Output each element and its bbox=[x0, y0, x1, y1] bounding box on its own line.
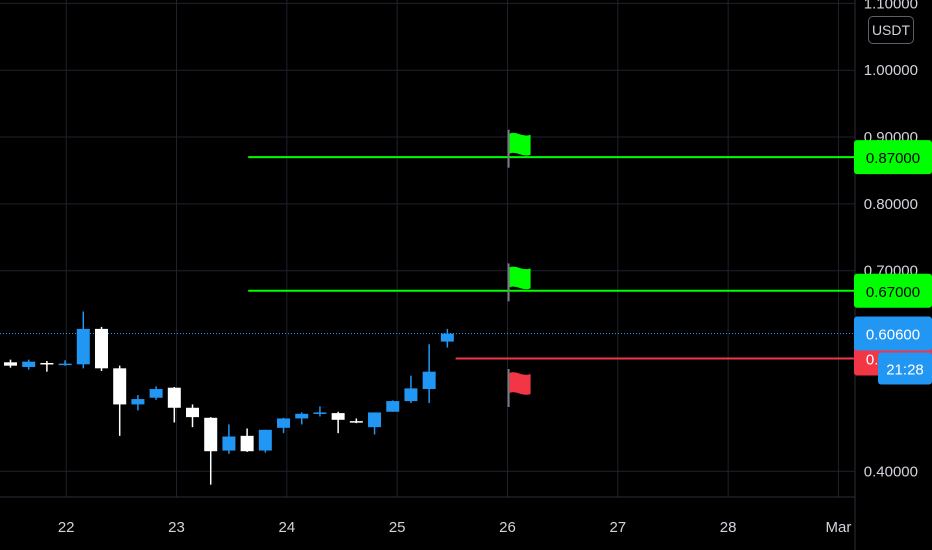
last-price-tag-bg bbox=[854, 316, 932, 351]
candle-body bbox=[349, 421, 363, 423]
candle bbox=[149, 386, 163, 400]
candle bbox=[3, 359, 17, 368]
take-profit-1-price-tag: 0.67000 bbox=[854, 273, 932, 308]
take-profit-1-price-tag-text: 0.67000 bbox=[866, 284, 920, 301]
candle bbox=[386, 400, 400, 412]
candle bbox=[368, 412, 382, 435]
candle-body bbox=[368, 412, 382, 428]
candle-body bbox=[58, 363, 72, 366]
last-price-tag: 0.60600 bbox=[854, 316, 932, 351]
x-tick-label: 26 bbox=[499, 519, 516, 536]
candle-body bbox=[240, 435, 254, 452]
y-tick-label: 1.00000 bbox=[864, 62, 918, 79]
candle bbox=[295, 412, 309, 425]
take-profit-2-price-tag: 0.87000 bbox=[854, 140, 932, 175]
candle-body bbox=[76, 328, 90, 365]
flag-cloth bbox=[509, 372, 531, 395]
candle bbox=[113, 365, 127, 436]
candle bbox=[58, 360, 72, 366]
x-tick-label: 28 bbox=[720, 519, 737, 536]
x-tick-label: 23 bbox=[168, 519, 185, 536]
candle-body bbox=[277, 418, 291, 428]
candle bbox=[404, 375, 418, 404]
countdown-bg bbox=[878, 352, 932, 385]
candle bbox=[277, 417, 291, 434]
candle bbox=[40, 360, 54, 372]
y-tick-label: 1.10000 bbox=[864, 0, 918, 12]
candle bbox=[204, 417, 218, 485]
candle-body bbox=[258, 429, 272, 451]
candle bbox=[186, 404, 200, 428]
candle bbox=[240, 428, 254, 452]
candle bbox=[22, 359, 36, 370]
candle-body bbox=[167, 387, 181, 408]
flag-cloth bbox=[509, 266, 531, 290]
flag-green-upper-icon bbox=[507, 129, 531, 168]
candle bbox=[331, 411, 345, 434]
take-profit-2-price-tag-text: 0.87000 bbox=[866, 150, 920, 167]
countdown-text: 21:28 bbox=[886, 362, 924, 379]
candle-body bbox=[331, 413, 345, 420]
x-tick-label: 24 bbox=[278, 519, 295, 536]
currency-badge[interactable]: USDT bbox=[868, 16, 914, 44]
y-tick-label: 0.40000 bbox=[864, 463, 918, 480]
candle-body bbox=[186, 407, 200, 418]
candle bbox=[131, 395, 145, 411]
flag-red-icon bbox=[507, 369, 531, 408]
x-tick-label: 25 bbox=[389, 519, 406, 536]
flag-cloth bbox=[509, 132, 531, 156]
x-tick-label: Mar bbox=[826, 519, 852, 536]
countdown-tag: 21:28 bbox=[878, 352, 932, 385]
candle bbox=[94, 326, 108, 371]
candle-body bbox=[22, 361, 36, 367]
candle-body bbox=[94, 328, 108, 369]
candle-body bbox=[386, 401, 400, 412]
candle bbox=[440, 328, 454, 348]
candle-body bbox=[3, 362, 17, 366]
candle-body bbox=[313, 412, 327, 414]
candle-body bbox=[440, 333, 454, 342]
candle-body bbox=[40, 362, 54, 365]
candle bbox=[422, 344, 436, 404]
take-profit-1-price-tag-bg bbox=[854, 273, 932, 308]
x-tick-label: 27 bbox=[609, 519, 626, 536]
candle bbox=[313, 406, 327, 417]
candle-body bbox=[422, 371, 436, 390]
candle bbox=[167, 387, 181, 423]
flag-green-lower-icon bbox=[507, 263, 531, 302]
candle-body bbox=[113, 368, 127, 405]
candle-body bbox=[149, 389, 163, 398]
candle-body bbox=[295, 413, 309, 419]
candle bbox=[258, 429, 272, 453]
candle bbox=[76, 311, 90, 369]
candle bbox=[349, 418, 363, 424]
candle bbox=[222, 424, 236, 454]
take-profit-2-price-tag-bg bbox=[854, 140, 932, 175]
candle-body bbox=[404, 388, 418, 402]
candle-body bbox=[204, 417, 218, 452]
x-tick-label: 22 bbox=[58, 519, 75, 536]
y-tick-label: 0.80000 bbox=[864, 196, 918, 213]
last-price-tag-text: 0.60600 bbox=[866, 327, 920, 344]
candle-body bbox=[222, 436, 236, 451]
candle-body bbox=[131, 399, 145, 405]
